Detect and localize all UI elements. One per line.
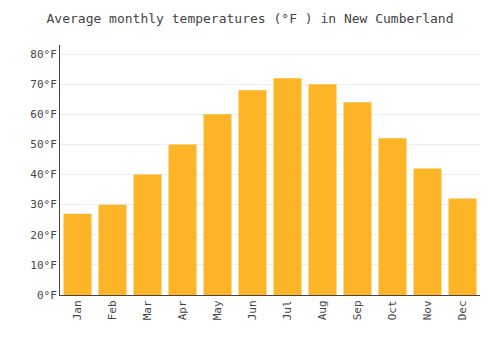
svg-text:Oct: Oct bbox=[386, 300, 399, 320]
svg-text:Jul: Jul bbox=[281, 300, 294, 320]
svg-text:70°F: 70°F bbox=[30, 78, 57, 91]
svg-text:Jan: Jan bbox=[71, 300, 84, 320]
svg-text:May: May bbox=[211, 300, 224, 320]
svg-text:30°F: 30°F bbox=[30, 198, 57, 211]
svg-text:Dec: Dec bbox=[456, 300, 469, 320]
svg-text:80°F: 80°F bbox=[30, 48, 57, 61]
svg-text:Aug: Aug bbox=[316, 300, 329, 320]
svg-text:Nov: Nov bbox=[421, 300, 434, 320]
svg-text:20°F: 20°F bbox=[30, 229, 57, 242]
svg-text:Apr: Apr bbox=[176, 300, 189, 320]
svg-text:0°F: 0°F bbox=[37, 289, 57, 302]
svg-text:40°F: 40°F bbox=[30, 168, 57, 181]
svg-text:Mar: Mar bbox=[141, 300, 154, 320]
svg-text:Jun: Jun bbox=[246, 300, 259, 320]
svg-text:50°F: 50°F bbox=[30, 138, 57, 151]
svg-text:Feb: Feb bbox=[106, 300, 119, 320]
svg-text:10°F: 10°F bbox=[30, 259, 57, 272]
svg-text:Average monthly temperatures (: Average monthly temperatures (°F ) in Ne… bbox=[47, 11, 454, 26]
svg-text:Sep: Sep bbox=[351, 300, 364, 320]
svg-text:60°F: 60°F bbox=[30, 108, 57, 121]
